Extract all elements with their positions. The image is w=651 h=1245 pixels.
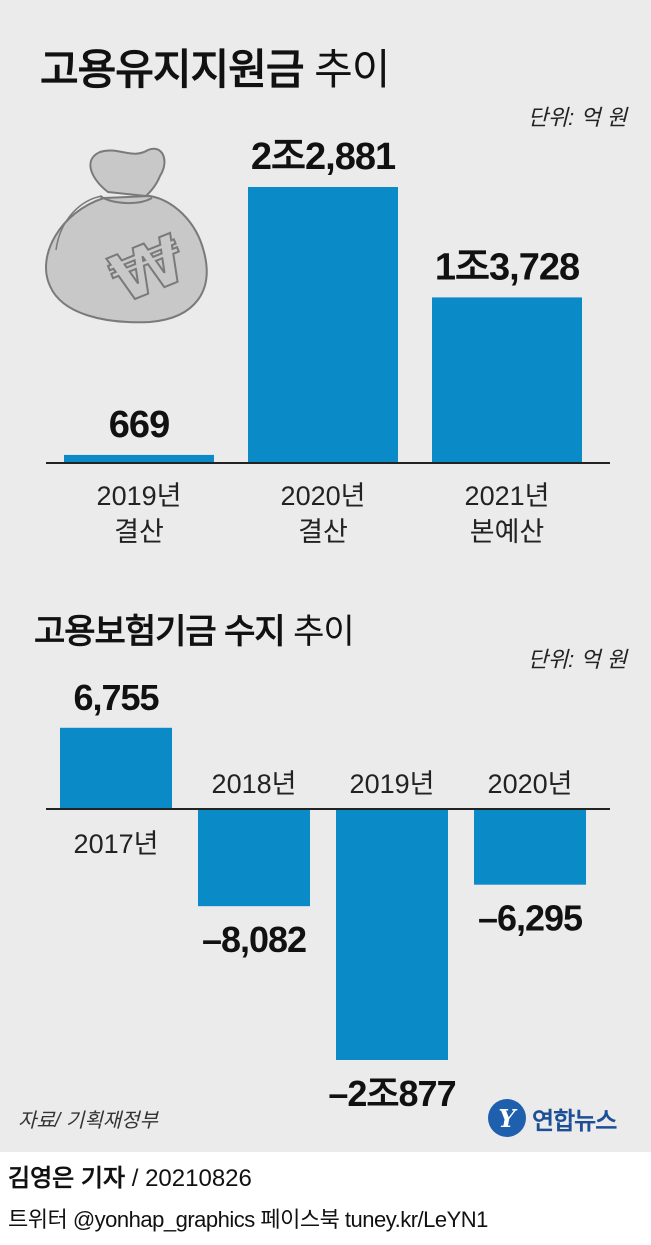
money-bag-won-icon: ₩ [45,147,208,324]
chart2-category-label: 2020년 [488,769,573,799]
chart1-bar [432,297,582,463]
chart1-unit: 단위: 억 원 [527,105,627,130]
yonhap-logo-text: 연합뉴스 [532,1107,617,1135]
chart2-category-label: 2018년 [212,769,297,799]
chart2-value-label: –6,295 [478,898,583,939]
social-links: 트위터 @yonhap_graphics 페이스북 tuney.kr/LeYN1 [8,1207,488,1232]
reporter-credit: 김영은 기자 / 20210826 [8,1165,252,1192]
chart1-value-label: 2조2,881 [251,136,396,178]
chart2-bar [60,727,172,809]
chart2-title: 고용보험기금 수지 추이 [34,613,355,651]
source-note: 자료/ 기획재정부 [18,1110,158,1132]
chart2-value-label: 6,755 [73,677,159,718]
chart2-bar [198,809,310,907]
chart2-bar [336,809,448,1060]
chart1-category-label: 본예산 [470,517,545,547]
chart1-value-label: 669 [109,404,169,446]
chart1-category-label: 2020년 [281,481,366,511]
chart1-category-label: 결산 [298,517,348,547]
yonhap-logo: Y 연합뉴스 [488,1096,617,1140]
chart1-category-label: 결산 [114,517,164,547]
chart2-bar [474,809,586,885]
chart2-unit: 단위: 억 원 [527,647,627,672]
chart1-category-label: 2021년 [465,481,550,511]
chart2-category-label: 2019년 [350,769,435,799]
yonhap-logo-icon: Y [488,1099,526,1137]
chart2-value-label: –2조877 [328,1073,455,1114]
chart2-category-label: 2017년 [74,829,159,859]
chart1-title: 고용유지지원금 추이 [40,46,390,93]
chart2-value-label: –8,082 [202,919,306,960]
chart1-bar [248,187,398,463]
chart2-svg: 6,755 2017년 –8,082 2018년 –2조877 2019년 –6,295 20… [46,677,610,1114]
chart1-value-label: 1조3,728 [435,246,579,288]
chart1-category-label: 2019년 [97,481,182,511]
chart1-bar [64,454,214,463]
